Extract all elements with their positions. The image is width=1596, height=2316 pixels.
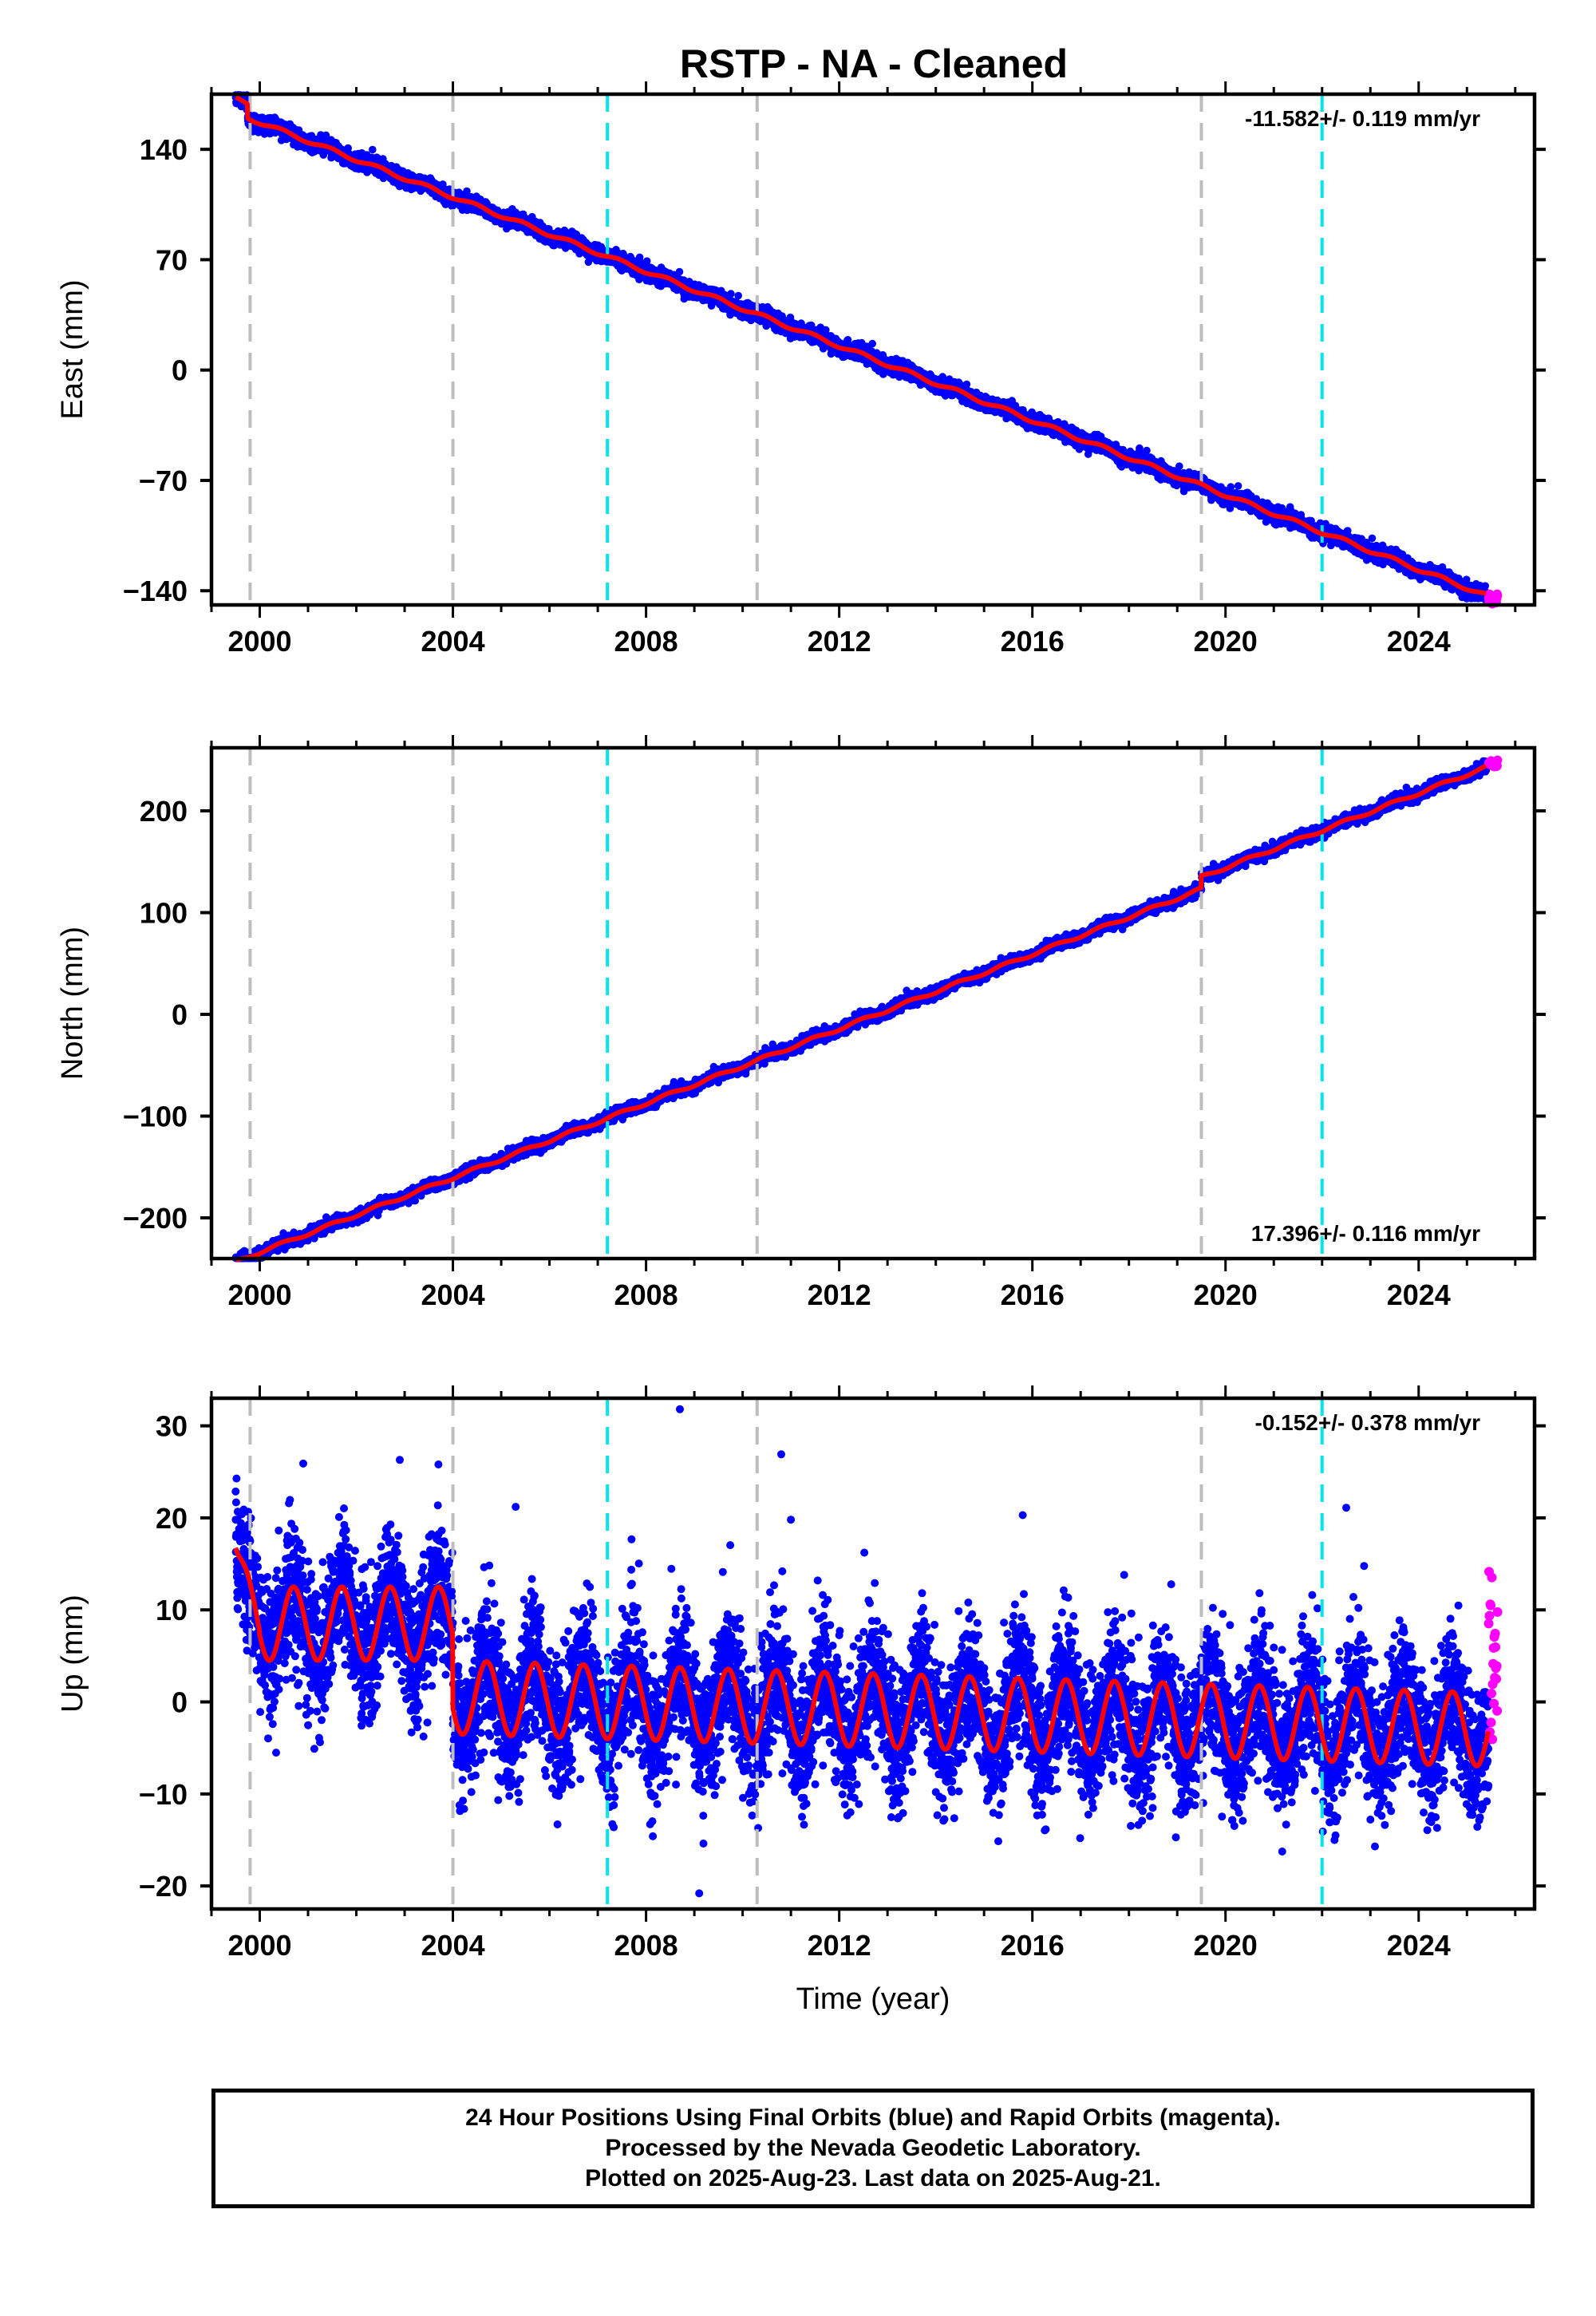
figure-title: RSTP - NA - Cleaned [680,41,1068,86]
time-series-figure: RSTP - NA - Cleaned −140−700701402000 200… [0,0,1596,2316]
east-final-point [369,146,377,154]
